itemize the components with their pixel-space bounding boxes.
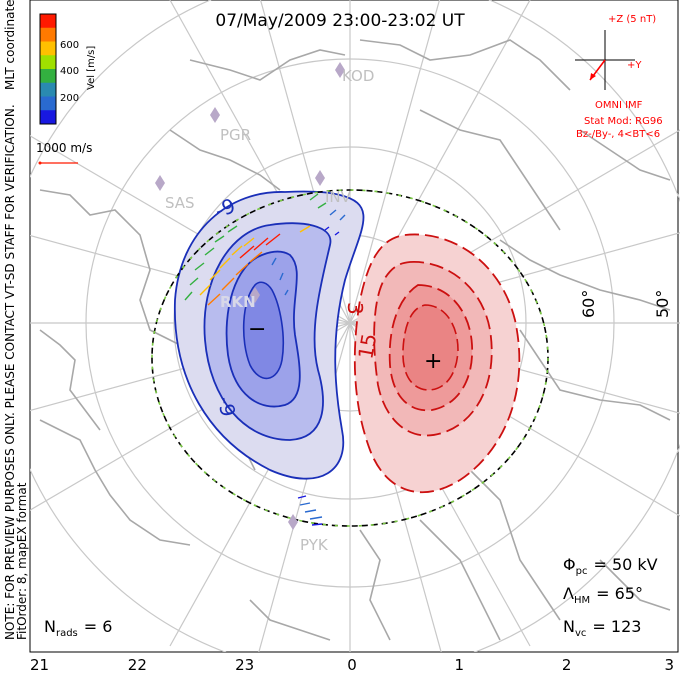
note-text: NOTE: FOR PREVIEW PURPOSES ONLY. PLEASE … (3, 104, 17, 640)
station-pyk: PYK (300, 536, 329, 554)
svg-text:ΛHM= 65°: ΛHM = 65° (563, 584, 643, 606)
radar-count: Nrads = 6 (44, 617, 112, 639)
imf-model-line1: Stat Mod: RG96 (584, 116, 663, 127)
colorbar-segment (40, 14, 56, 29)
mlt-label: 2 (562, 656, 572, 674)
imf-source: OMNI IMF (595, 100, 643, 111)
svg-text:Nrads= 6: Nrads = 6 (44, 617, 112, 639)
mlt-label: 1 (455, 656, 465, 674)
colorbar-segment (40, 41, 56, 56)
coastlines (39, 39, 671, 641)
station-sas: SAS (165, 194, 195, 212)
colorbar-tick-600: 600 (60, 40, 79, 51)
mlt-label: 3 (664, 656, 674, 674)
imf-model-line2: Bz-/By-, 4<BT<6 (576, 129, 660, 140)
colorbar-tick-200: 200 (60, 93, 79, 104)
contour-label-pos-15: 15 (353, 332, 381, 361)
svg-text:Nvc= 123: Nvc = 123 (563, 617, 641, 639)
positive-cell-core (402, 304, 459, 391)
velocity-vectors (184, 193, 346, 526)
velocity-scale-label: 1000 m/s (36, 141, 92, 155)
colorbar-label: Vel [m/s] (86, 46, 97, 90)
colorbar-segment (40, 110, 56, 125)
contour-label-pos-3: 3 (343, 302, 367, 315)
colorbar-segment (40, 69, 56, 84)
colorbar-segment (40, 96, 56, 111)
velocity-colorbar (39, 13, 57, 125)
latitude-label-60: 60° (579, 290, 598, 318)
svg-text:Φpc= 50 kV: Φpc = 50 kV (563, 555, 658, 577)
potential-min-marker: − (248, 317, 266, 342)
coords-text: MLT coordinates (3, 0, 17, 90)
mlt-label: 21 (30, 656, 49, 674)
colorbar-outline (39, 13, 57, 125)
negative-cell-core (242, 281, 285, 380)
mlt-label: 22 (128, 656, 147, 674)
vector-count: Nvc = 123 (563, 617, 641, 639)
potential-max-marker: + (424, 349, 442, 374)
colorbar-segment (40, 27, 56, 42)
velocity-scale-dot (38, 161, 42, 165)
mlt-label: 23 (235, 656, 254, 674)
station-inv: INV (325, 188, 352, 206)
cross-polar-potential: Φpc = 50 kV (563, 555, 658, 577)
hm-boundary-latitude: ΛHM = 65° (563, 584, 643, 606)
station-markers (155, 62, 345, 530)
colorbar-segment (40, 55, 56, 70)
station-pgr: PGR (220, 126, 251, 144)
contour-label-neg-bottom: -9 (213, 395, 240, 419)
imf-z-label: +Z (5 nT) (608, 14, 656, 25)
mlt-label: 0 (347, 656, 357, 674)
station-kod: KOD (342, 67, 374, 85)
fit-order-text: FitOrder: 8, mapEX format (15, 482, 29, 640)
station-rkn: RKN (220, 293, 256, 311)
imf-y-label: +Y (627, 60, 642, 71)
map-title: 07/May/2009 23:00-23:02 UT (215, 11, 465, 31)
latitude-label-50: 50° (653, 290, 672, 318)
boundary-green-overlay (151, 189, 549, 527)
imf-clock (575, 30, 635, 90)
colorbar-tick-400: 400 (60, 66, 79, 77)
colorbar-segment (40, 82, 56, 97)
mlt-axis: 21 22 23 0 1 2 3 (30, 656, 674, 674)
